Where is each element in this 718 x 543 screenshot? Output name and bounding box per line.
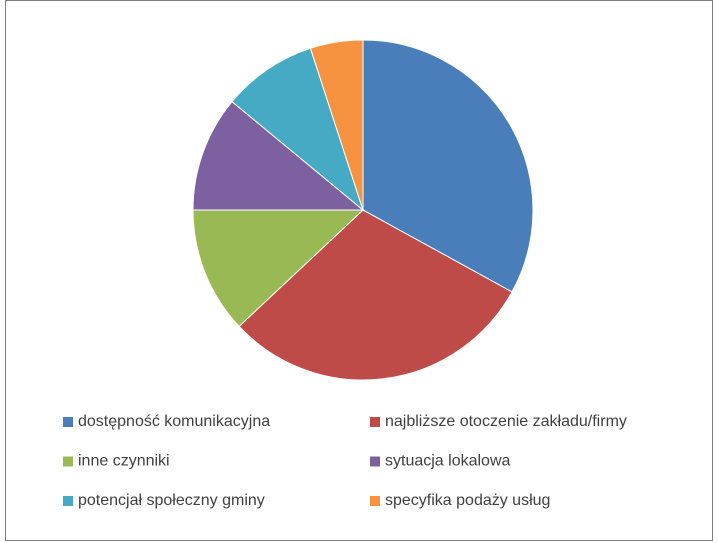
legend-swatch <box>63 456 73 467</box>
legend-label: potencjał społeczny gminy <box>78 492 265 509</box>
pie-slice <box>192 209 365 328</box>
pie-slice <box>362 39 534 293</box>
pie-slice <box>309 39 364 211</box>
legend-swatch <box>370 496 380 506</box>
legend-swatch <box>63 417 73 427</box>
legend-label: inne czynniki <box>78 453 170 470</box>
pie-slice <box>192 100 365 211</box>
pie-slice <box>238 209 513 381</box>
legend-swatch <box>63 496 73 506</box>
legend-label: dostępność komunikacyjna <box>78 413 270 430</box>
legend-label: sytuacja lokalowa <box>385 453 511 470</box>
pie-slice <box>231 47 365 212</box>
legend-swatch <box>370 417 380 427</box>
legend-swatch <box>370 456 380 467</box>
legend-label: najbliższe otoczenie zakładu/firmy <box>385 413 627 430</box>
legend-label: specyfika podaży usług <box>385 492 550 509</box>
